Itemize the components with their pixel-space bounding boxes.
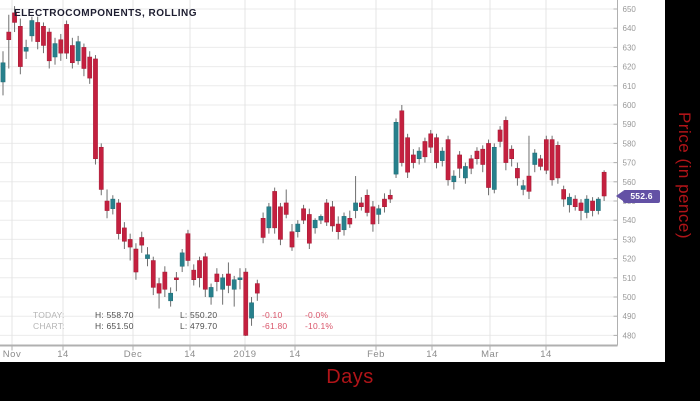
svg-text:Mar: Mar <box>481 349 499 360</box>
svg-text:650: 650 <box>623 5 637 14</box>
chart-change-pct: -10.1% <box>305 321 334 331</box>
svg-text:14: 14 <box>540 349 552 360</box>
ohlc-info-box: TODAY: H: 558.70 L: 550.20 -0.10 -0.0% C… <box>33 310 333 332</box>
svg-text:480: 480 <box>623 331 637 340</box>
svg-text:620: 620 <box>623 63 637 72</box>
svg-text:510: 510 <box>623 274 637 283</box>
svg-text:590: 590 <box>623 120 637 129</box>
chart-panel: 6506406306206106005905805705605505405305… <box>0 0 665 362</box>
y-axis-title: Price (in pence) <box>675 112 694 240</box>
info-row-chart: CHART: H: 651.50 L: 479.70 -61.80 -10.1% <box>33 321 333 332</box>
svg-text:14: 14 <box>289 349 301 360</box>
svg-text:560: 560 <box>623 178 637 187</box>
svg-text:14: 14 <box>184 349 196 360</box>
svg-text:500: 500 <box>623 293 637 302</box>
last-price-tag: 552.6 <box>616 189 660 203</box>
svg-text:490: 490 <box>623 312 637 321</box>
svg-text:520: 520 <box>623 255 637 264</box>
svg-text:530: 530 <box>623 235 637 244</box>
today-label: TODAY: <box>33 310 65 320</box>
svg-text:610: 610 <box>623 82 637 91</box>
svg-text:540: 540 <box>623 216 637 225</box>
svg-text:640: 640 <box>623 24 637 33</box>
svg-text:630: 630 <box>623 43 637 52</box>
chart-high: H: 651.50 <box>95 321 134 331</box>
chart-title: ELECTROCOMPONENTS, ROLLING <box>14 8 197 19</box>
chart-label: CHART: <box>33 321 65 331</box>
svg-text:580: 580 <box>623 139 637 148</box>
today-change: -0.10 <box>262 310 283 320</box>
svg-text:14: 14 <box>426 349 438 360</box>
today-change-pct: -0.0% <box>305 310 329 320</box>
svg-text:2019: 2019 <box>233 349 256 360</box>
svg-text:14: 14 <box>57 349 69 360</box>
today-low: L: 550.20 <box>180 310 218 320</box>
chart-low: L: 479.70 <box>180 321 218 331</box>
info-row-today: TODAY: H: 558.70 L: 550.20 -0.10 -0.0% <box>33 310 333 321</box>
svg-text:Feb: Feb <box>367 349 385 360</box>
svg-text:Dec: Dec <box>124 349 142 360</box>
svg-text:570: 570 <box>623 159 637 168</box>
x-axis-title: Days <box>326 366 374 388</box>
svg-text:600: 600 <box>623 101 637 110</box>
candlestick-chart[interactable]: 6506406306206106005905805705605505405305… <box>0 0 665 362</box>
chart-change: -61.80 <box>262 321 288 331</box>
svg-text:Nov: Nov <box>3 349 21 360</box>
today-high: H: 558.70 <box>95 310 134 320</box>
